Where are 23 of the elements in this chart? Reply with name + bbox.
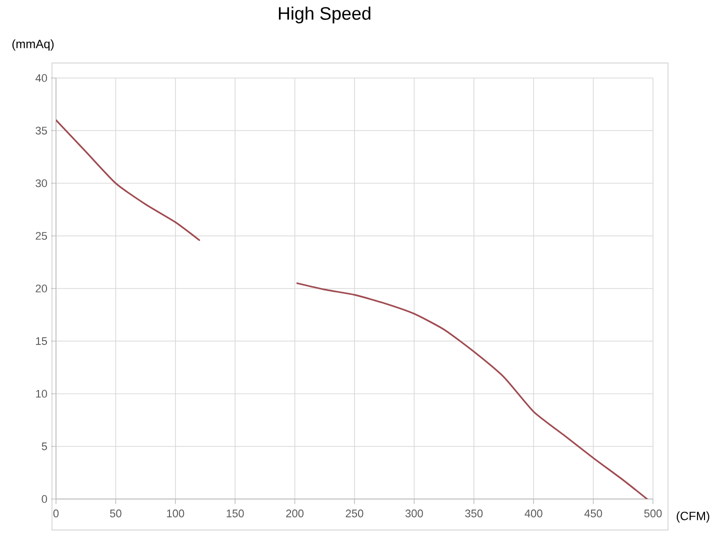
x-axis-title: (CFM) (676, 511, 710, 523)
x-tick-label: 450 (584, 510, 602, 518)
y-tick-label: 25 (36, 232, 47, 240)
x-tick-label: 50 (110, 510, 122, 518)
y-tick-label: 20 (36, 284, 48, 292)
x-tick-label: 250 (346, 510, 364, 518)
chart-title: High Speed (278, 6, 370, 24)
x-tick-label: 350 (465, 510, 483, 518)
x-tick-label: 300 (405, 510, 423, 518)
x-tick-label: 500 (644, 510, 662, 518)
y-tick-label: 30 (36, 179, 48, 188)
y-tick-label: 5 (42, 442, 47, 450)
y-tick-label: 35 (36, 126, 47, 135)
y-tick-label: 15 (36, 337, 47, 345)
x-tick-label: 150 (226, 510, 244, 518)
y-tick-label: 10 (36, 390, 48, 398)
x-tick-label: 200 (286, 510, 304, 518)
y-axis-title: (mmAq) (12, 39, 54, 51)
x-tick-label: 100 (167, 510, 184, 518)
x-tick-label: 0 (53, 510, 59, 518)
x-tick-label: 400 (524, 510, 542, 518)
y-tick-label: 40 (35, 74, 48, 82)
y-tick-label: 0 (42, 495, 48, 503)
